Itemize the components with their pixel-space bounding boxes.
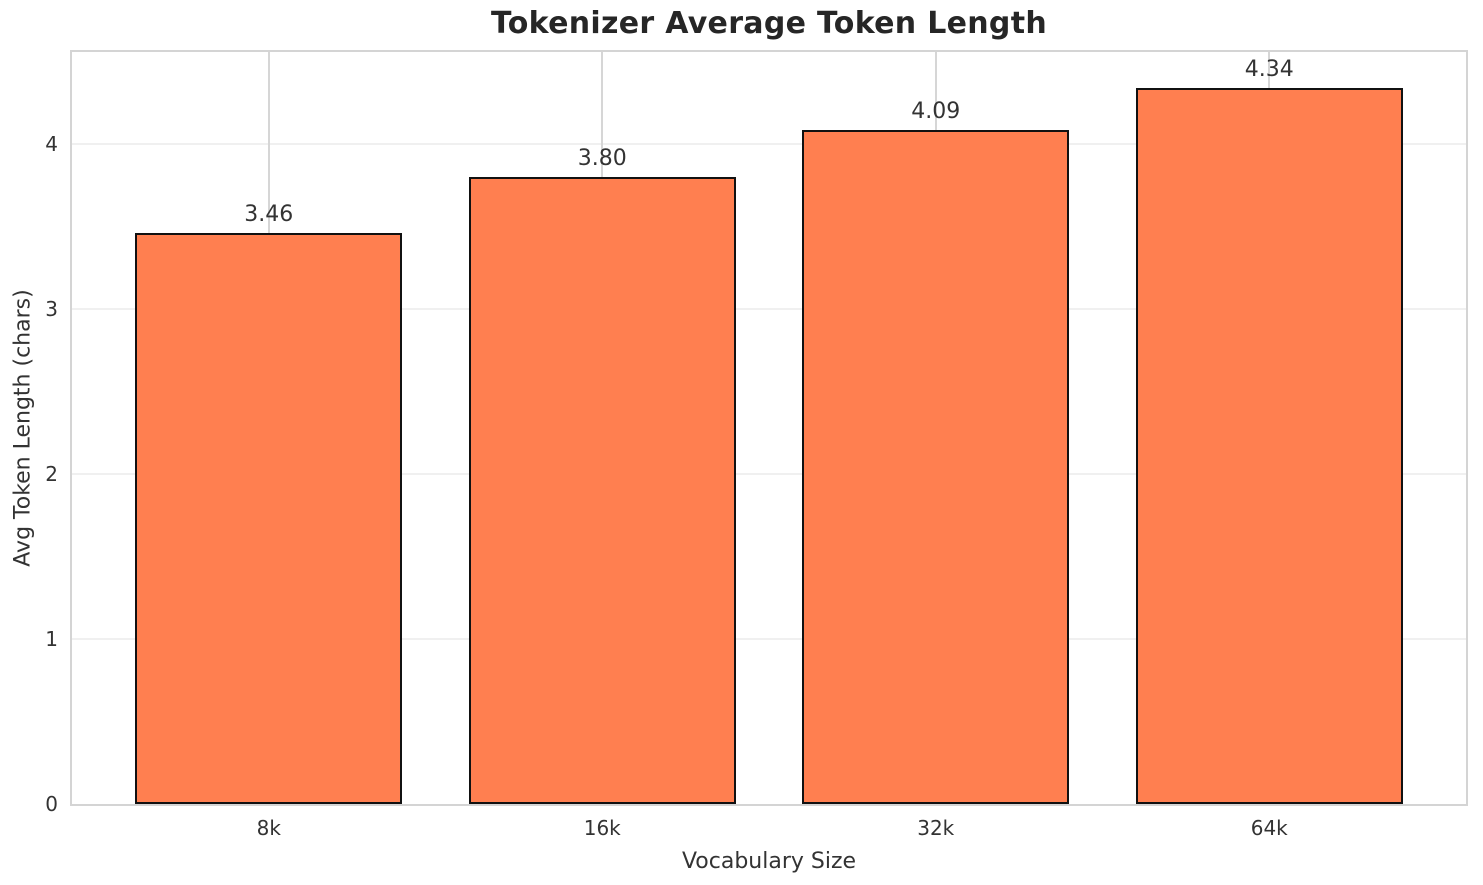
gridline-horizontal	[72, 143, 1466, 146]
y-tick-label: 1	[45, 627, 58, 652]
bar-value-label: 4.34	[1244, 57, 1294, 83]
x-axis-label: Vocabulary Size	[681, 849, 857, 874]
chart-title: Tokenizer Average Token Length	[490, 6, 1047, 41]
x-tick-label: 8k	[256, 816, 281, 840]
bar	[468, 177, 736, 804]
bar	[802, 129, 1070, 804]
bar-value-label: 3.46	[244, 202, 294, 228]
x-tick-label: 32k	[917, 816, 955, 840]
x-tick-label: 64k	[1250, 816, 1288, 840]
y-axis-label: Avg Token Length (chars)	[10, 289, 36, 567]
plot-area: 3.46 3.80 4.09 4.34	[70, 50, 1468, 806]
y-tick-label: 2	[45, 462, 58, 487]
y-tick-label: 0	[45, 792, 58, 816]
bar	[135, 233, 403, 804]
gridline-horizontal	[72, 308, 1466, 311]
gridline-horizontal	[72, 473, 1466, 476]
x-tick-label: 16k	[583, 816, 621, 840]
y-tick-label: 3	[45, 297, 58, 322]
y-tick-label: 4	[45, 132, 58, 157]
gridline-horizontal	[72, 638, 1466, 641]
bar-value-label: 3.80	[577, 146, 627, 172]
bar-value-label: 4.09	[911, 98, 961, 124]
bar	[1135, 88, 1403, 804]
